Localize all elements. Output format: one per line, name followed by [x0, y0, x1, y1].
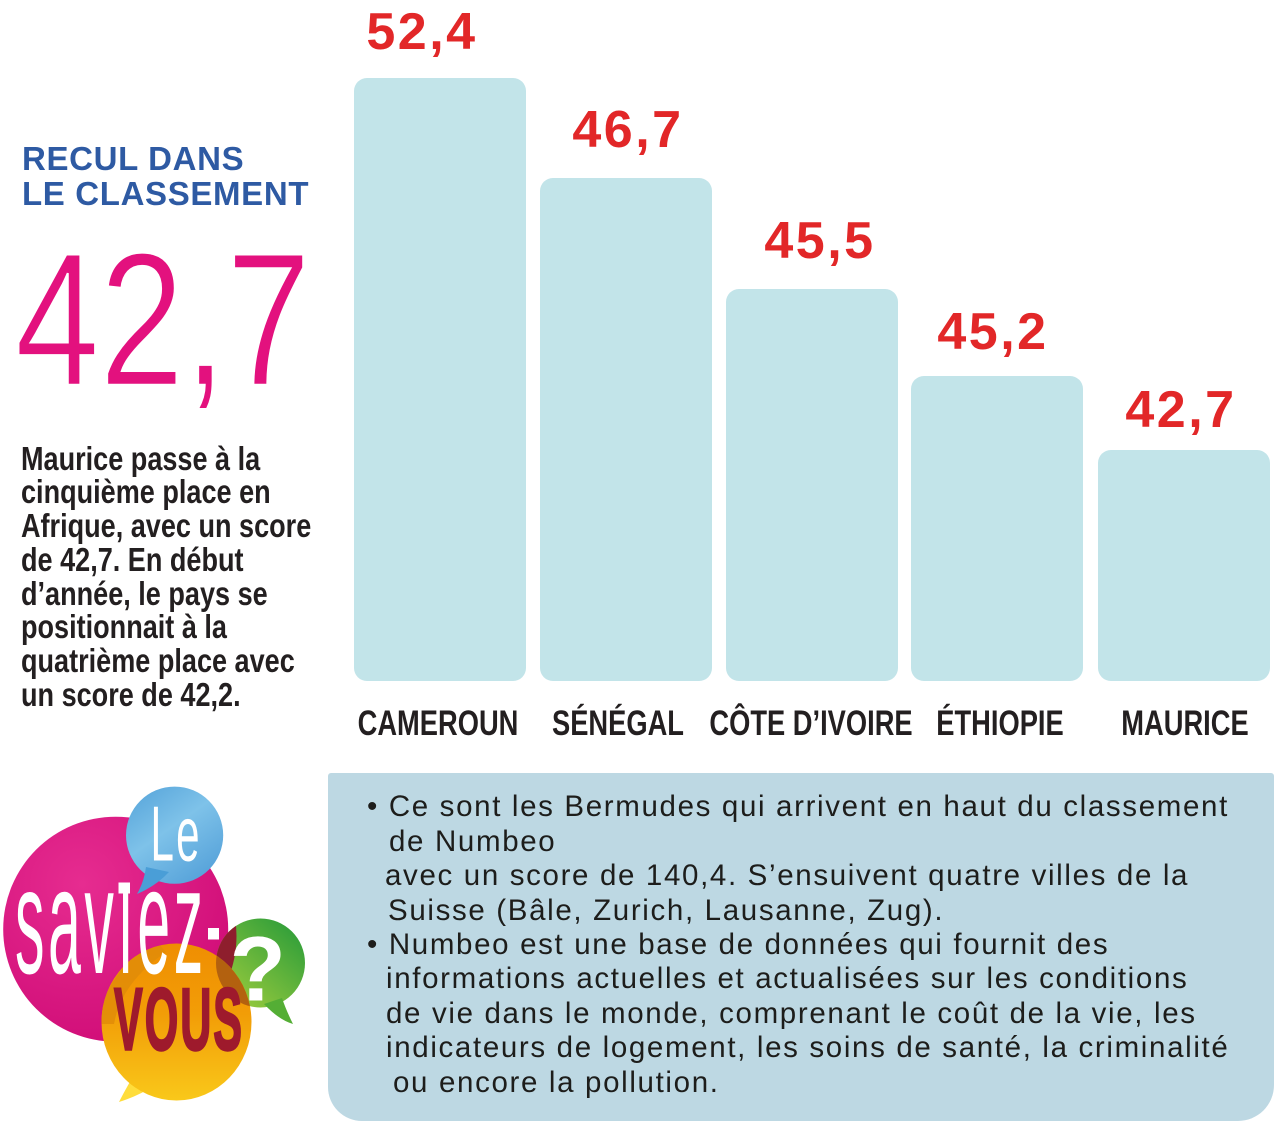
svg-text:?: ? [230, 919, 286, 1021]
svg-text:VOUS: VOUS [114, 969, 244, 1068]
svg-text:Le: Le [151, 791, 202, 878]
svg-text:savıez: savıez [15, 837, 207, 1006]
